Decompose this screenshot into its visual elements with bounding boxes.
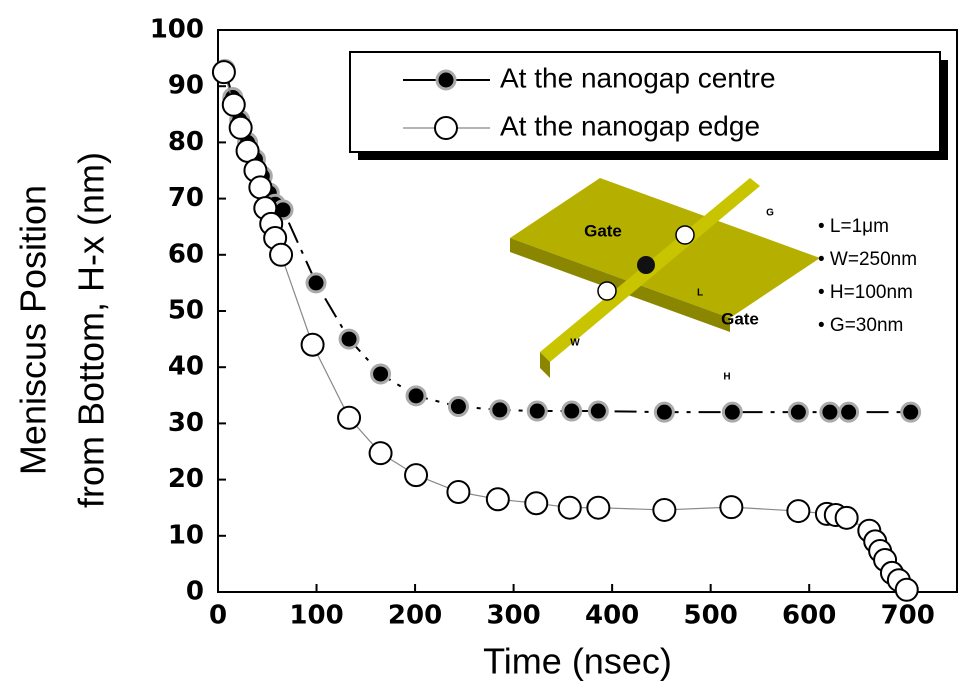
data-point: [223, 94, 245, 116]
y-tick-label: 70: [168, 183, 204, 213]
legend: At the nanogap centre At the nanogap edge: [350, 52, 948, 160]
data-point: [249, 176, 271, 198]
y-tick-label: 10: [168, 520, 204, 550]
data-point: [587, 497, 609, 519]
y-tick-label: 0: [186, 577, 204, 607]
data-point: [487, 488, 509, 510]
x-tick-label: 500: [684, 601, 738, 631]
inset-marker: [598, 282, 616, 300]
inset-marker: [676, 226, 694, 244]
y-tick-label: 50: [168, 296, 204, 326]
x-axis-label: Time (nsec): [483, 641, 672, 682]
x-tick-label: 700: [881, 601, 935, 631]
inset-label: W: [570, 338, 580, 349]
chart: Gate Gate L W G H • L=1μm • W=250nm • H=100nm • G…: [0, 0, 974, 688]
data-point: [447, 481, 469, 503]
x-tick-label: 100: [289, 601, 343, 631]
legend-label: At the nanogap edge: [500, 110, 760, 141]
data-point: [821, 403, 839, 421]
data-point: [230, 117, 252, 139]
data-point: [405, 464, 427, 486]
data-point: [836, 507, 858, 529]
inset-note: • L=1μm: [818, 216, 889, 237]
inset-label: G: [766, 208, 774, 219]
data-point: [307, 274, 325, 292]
x-tick-label: 200: [388, 601, 442, 631]
data-point: [528, 402, 546, 420]
data-point: [840, 403, 858, 421]
inset-diagram: Gate Gate L W G H • L=1μm • W=250nm • H=100nm • G…: [510, 178, 917, 383]
data-point: [720, 496, 742, 518]
data-point: [789, 403, 807, 421]
data-point: [525, 492, 547, 514]
y-tick-label: 30: [168, 408, 204, 438]
x-tick-label: 600: [782, 601, 836, 631]
inset-note: • H=100nm: [818, 282, 913, 303]
data-point: [491, 401, 509, 419]
inset-label: H: [723, 372, 730, 383]
y-tick-label: 100: [150, 15, 204, 45]
x-tick-label: 400: [585, 601, 639, 631]
inset-note: • G=30nm: [818, 315, 903, 336]
data-point: [213, 61, 235, 83]
data-point: [270, 244, 292, 266]
y-tick-label: 90: [168, 71, 204, 101]
data-point: [563, 402, 581, 420]
x-tick-label: 300: [486, 601, 540, 631]
data-point: [338, 407, 360, 429]
inset-label: L: [697, 288, 703, 299]
inset-label: Gate: [721, 309, 759, 328]
y-tick-label: 80: [168, 127, 204, 157]
inset-note: • W=250nm: [818, 249, 917, 270]
x-tick-label: 0: [209, 601, 227, 631]
data-point: [902, 403, 920, 421]
data-point: [655, 403, 673, 421]
data-point: [372, 365, 390, 383]
data-point: [653, 499, 675, 521]
y-tick-label: 40: [168, 352, 204, 382]
legend-marker: [437, 71, 455, 89]
legend-marker: [435, 117, 457, 139]
y-axis-label: from Bottom, H-x (nm): [71, 152, 112, 508]
y-tick-label: 60: [168, 239, 204, 269]
data-point: [723, 403, 741, 421]
data-point: [559, 497, 581, 519]
inset-marker: [637, 256, 655, 274]
data-point: [589, 402, 607, 420]
data-point: [449, 398, 467, 416]
legend-label: At the nanogap centre: [500, 62, 776, 93]
inset-label: Gate: [584, 221, 622, 240]
data-point: [896, 579, 918, 601]
data-point: [370, 442, 392, 464]
data-point: [787, 500, 809, 522]
data-point: [340, 330, 358, 348]
data-point: [407, 387, 425, 405]
y-tick-label: 20: [168, 464, 204, 494]
y-axis-label: Meniscus Position: [13, 185, 54, 475]
data-point: [302, 334, 324, 356]
